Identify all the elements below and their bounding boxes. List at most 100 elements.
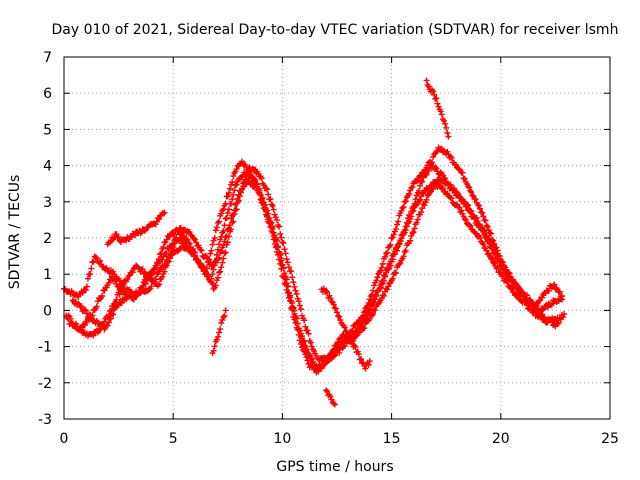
- data-point: [327, 393, 334, 400]
- data-point: [142, 280, 149, 287]
- y-tick-label: -2: [38, 376, 52, 392]
- data-point: [492, 247, 499, 254]
- data-point: [536, 297, 543, 304]
- data-point: [483, 232, 490, 239]
- data-point: [122, 289, 129, 296]
- data-point: [398, 207, 405, 214]
- data-point: [306, 352, 313, 359]
- data-point: [290, 304, 297, 311]
- data-point: [332, 305, 339, 312]
- data-point: [413, 219, 420, 226]
- data-point: [85, 275, 92, 282]
- data-point: [402, 227, 409, 234]
- data-point: [487, 230, 494, 237]
- data-point: [433, 165, 440, 172]
- data-point: [99, 292, 106, 299]
- data-point: [218, 248, 225, 255]
- y-tick-labels: -3 -2 -1 0 1 2 3 4 5 6 7: [38, 50, 52, 428]
- data-point: [489, 256, 496, 263]
- data-point: [90, 332, 97, 339]
- data-point: [430, 88, 437, 95]
- data-point: [140, 284, 147, 291]
- data-point: [156, 256, 163, 263]
- data-point: [378, 264, 385, 271]
- data-point: [487, 241, 494, 248]
- data-point: [494, 264, 501, 271]
- data-point: [432, 164, 439, 171]
- data-point: [217, 268, 224, 275]
- data-point: [214, 246, 221, 253]
- data-point: [233, 206, 240, 213]
- data-point: [418, 209, 425, 216]
- data-point: [126, 291, 133, 298]
- data-point: [282, 273, 289, 280]
- data-point: [410, 229, 417, 236]
- data-point: [217, 326, 224, 333]
- data-point: [283, 256, 290, 263]
- data-point: [412, 202, 419, 209]
- data-point: [224, 193, 231, 200]
- data-point: [223, 214, 230, 221]
- data-point: [489, 240, 496, 247]
- data-point: [355, 318, 362, 325]
- data-point: [269, 202, 276, 209]
- data-point: [209, 271, 216, 278]
- data-point: [423, 171, 430, 178]
- data-point: [379, 260, 386, 267]
- data-point: [277, 251, 284, 258]
- data-point: [180, 233, 187, 240]
- data-point: [372, 307, 379, 314]
- data-point: [415, 187, 422, 194]
- data-point: [396, 261, 403, 268]
- data-point: [285, 264, 292, 271]
- data-point: [527, 305, 534, 312]
- data-point: [430, 185, 437, 192]
- data-point: [336, 313, 343, 320]
- data-point: [78, 303, 85, 310]
- data-point: [371, 296, 378, 303]
- data-point: [391, 251, 398, 258]
- data-point: [477, 234, 484, 241]
- data-point: [258, 175, 265, 182]
- data-point: [291, 283, 298, 290]
- data-point: [130, 265, 137, 272]
- data-point: [410, 207, 417, 214]
- y-axis-label: SDTVAR / TECUs: [7, 175, 23, 290]
- data-point: [373, 277, 380, 284]
- data-point: [465, 202, 472, 209]
- data-point: [295, 298, 302, 305]
- data-point: [459, 169, 466, 176]
- data-point: [81, 306, 88, 313]
- data-point: [299, 333, 306, 340]
- y-tick-label: -3: [38, 412, 52, 428]
- data-point: [273, 217, 280, 224]
- data-point: [416, 182, 423, 189]
- data-point: [230, 211, 237, 218]
- chart-title: Day 010 of 2021, Sidereal Day-to-day VTE…: [52, 22, 619, 38]
- data-point: [280, 240, 287, 247]
- data-point: [484, 223, 491, 230]
- data-point: [251, 177, 258, 184]
- data-point: [75, 300, 82, 307]
- x-axis-label: GPS time / hours: [276, 459, 393, 475]
- x-tick-labels: 0 5 10 15 20 25: [60, 431, 619, 447]
- data-point: [554, 320, 561, 327]
- data-point: [437, 108, 444, 115]
- data-point: [160, 210, 167, 217]
- data-point: [365, 306, 372, 313]
- data-point: [285, 290, 292, 297]
- data-point: [173, 235, 180, 242]
- data-point: [238, 186, 245, 193]
- data-point: [184, 236, 191, 243]
- data-point: [219, 259, 226, 266]
- data-point: [483, 222, 490, 229]
- data-point: [508, 276, 515, 283]
- data-point: [218, 233, 225, 240]
- data-point: [112, 277, 119, 284]
- data-point: [107, 315, 114, 322]
- data-point: [276, 248, 283, 255]
- data-point: [229, 179, 236, 186]
- data-point: [539, 294, 546, 301]
- data-point: [439, 185, 446, 192]
- data-point: [111, 275, 118, 282]
